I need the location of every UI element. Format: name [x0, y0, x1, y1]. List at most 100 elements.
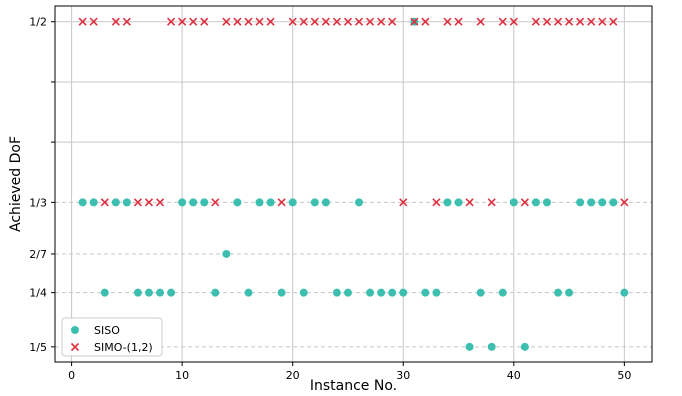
simo-point: [244, 17, 253, 26]
simo-point: [144, 198, 154, 207]
x-marker-stroke: [299, 17, 308, 26]
simo-point: [454, 17, 463, 26]
grid-layer: [55, 6, 652, 362]
x-marker-stroke: [432, 198, 441, 207]
siso-point: [366, 288, 375, 297]
x-marker-stroke: [553, 17, 563, 26]
siso-point: [299, 288, 308, 297]
simo-point: [200, 17, 209, 26]
simo-point: [122, 17, 131, 26]
siso-point: [399, 288, 408, 297]
siso-point: [222, 249, 231, 258]
siso-point: [310, 198, 319, 207]
siso-point: [233, 198, 242, 207]
simo-point: [299, 17, 308, 26]
legend-box: [61, 317, 163, 357]
y-tick-label: 2/7: [29, 248, 47, 261]
simo-point: [587, 17, 596, 26]
siso-point: [554, 288, 563, 297]
x-marker-stroke: [70, 342, 80, 352]
x-marker-stroke: [255, 17, 264, 26]
siso-point: [598, 198, 607, 207]
tick-layer: 0 10 20 30 40 50 1/5 1/4 2/7 1/3 1/2: [29, 16, 631, 382]
y-axis-title: Achieved DoF: [8, 136, 24, 232]
simo-point: [211, 198, 220, 207]
legend-marker-simo: [70, 342, 80, 352]
x-marker-stroke: [89, 17, 98, 26]
simo-point: [133, 198, 142, 207]
simo-point: [465, 198, 474, 207]
simo-point: [542, 17, 552, 26]
legend: SISO SIMO-(1,2): [61, 317, 163, 357]
x-marker-stroke: [111, 17, 120, 26]
simo-point: [576, 17, 585, 26]
siso-point: [343, 288, 352, 297]
siso-point: [321, 198, 330, 207]
x-marker-stroke: [377, 17, 386, 26]
siso-point: [542, 198, 551, 207]
x-marker-stroke: [576, 17, 585, 26]
plot-frame: [54, 5, 653, 363]
siso-point: [587, 198, 596, 207]
simo-point: [476, 17, 485, 26]
siso-point: [178, 198, 187, 207]
siso-point: [355, 198, 364, 207]
simo-point: [100, 198, 109, 207]
siso-point: [421, 288, 430, 297]
y-tick-label: 1/5: [29, 341, 47, 354]
siso-point: [211, 288, 220, 297]
simo-point: [178, 17, 187, 26]
siso-point: [465, 342, 474, 351]
x-marker-stroke: [155, 198, 165, 207]
y-tick-label: 1/3: [29, 196, 47, 209]
x-marker-stroke: [421, 17, 430, 26]
x-marker-stroke: [498, 17, 507, 26]
siso-point: [443, 198, 452, 207]
x-marker-stroke: [189, 17, 198, 26]
simo-point: [321, 17, 330, 26]
simo-point: [155, 198, 165, 207]
simo-point: [432, 198, 441, 207]
simo-point: [266, 17, 275, 26]
simo-point: [399, 198, 408, 207]
x-tick-label: 10: [175, 369, 189, 382]
simo-point: [310, 17, 319, 26]
simo-point: [565, 17, 574, 26]
x-marker-stroke: [266, 17, 275, 26]
simo-point: [410, 17, 419, 26]
simo-point: [277, 198, 286, 207]
x-marker-stroke: [122, 17, 131, 26]
simo-point: [343, 17, 353, 26]
legend-label-siso: SISO: [94, 324, 120, 337]
siso-point: [476, 288, 485, 297]
x-marker-stroke: [233, 17, 242, 26]
simo-point: [520, 198, 529, 207]
siso-point: [498, 288, 507, 297]
siso-point: [244, 288, 253, 297]
x-marker-stroke: [366, 17, 375, 26]
simo-point: [509, 17, 518, 26]
x-marker-stroke: [354, 17, 364, 26]
x-marker-stroke: [465, 198, 474, 207]
x-tick-label: 0: [68, 369, 75, 382]
siso-point: [509, 198, 518, 207]
siso-point: [377, 288, 386, 297]
siso-point: [388, 288, 397, 297]
x-marker-stroke: [443, 17, 452, 26]
simo-point: [332, 17, 341, 26]
x-marker-stroke: [332, 17, 341, 26]
x-marker-stroke: [200, 17, 209, 26]
siso-point: [122, 198, 131, 207]
x-marker-stroke: [587, 17, 596, 26]
x-marker-stroke: [542, 17, 552, 26]
x-marker-stroke: [343, 17, 353, 26]
x-marker-stroke: [487, 198, 496, 207]
siso-point: [111, 198, 120, 207]
x-marker-stroke: [133, 198, 142, 207]
siso-point: [167, 288, 176, 297]
siso-point: [200, 198, 209, 207]
simo-point: [377, 17, 386, 26]
simo-point: [233, 17, 242, 26]
simo-point: [487, 198, 496, 207]
